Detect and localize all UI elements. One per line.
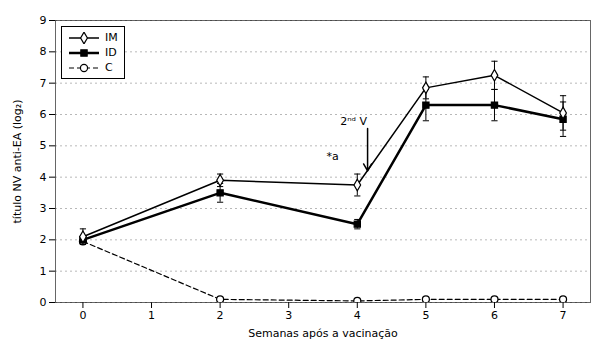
svg-text:6: 6 — [40, 108, 47, 121]
svg-text:1: 1 — [40, 265, 47, 278]
svg-text:3: 3 — [40, 202, 47, 215]
svg-text:*a: *a — [326, 150, 338, 163]
svg-text:8: 8 — [40, 45, 47, 58]
svg-text:1: 1 — [148, 309, 155, 322]
svg-text:7: 7 — [40, 77, 47, 90]
svg-text:2ⁿᵈ V: 2ⁿᵈ V — [340, 115, 367, 128]
svg-text:2: 2 — [217, 309, 224, 322]
svg-text:9: 9 — [40, 14, 47, 27]
svg-text:3: 3 — [285, 309, 292, 322]
html-text:C: C — [105, 61, 113, 74]
svg-text:2: 2 — [40, 233, 47, 246]
svg-text:0: 0 — [40, 296, 47, 309]
svg-text:5: 5 — [422, 309, 429, 322]
svg-text:5: 5 — [40, 139, 47, 152]
svg-text:Semanas após a vacinação: Semanas após a vacinação — [248, 327, 398, 340]
html-text:IM: IM — [105, 31, 118, 44]
svg-text:0: 0 — [79, 309, 86, 322]
svg-text:6: 6 — [491, 309, 498, 322]
svg-text:4: 4 — [354, 309, 361, 322]
svg-text:7: 7 — [560, 309, 567, 322]
html-text:ID: ID — [105, 46, 117, 59]
svg-text:título NV anti-EA (log₂): título NV anti-EA (log₂) — [11, 100, 24, 224]
svg-text:4: 4 — [40, 171, 47, 184]
